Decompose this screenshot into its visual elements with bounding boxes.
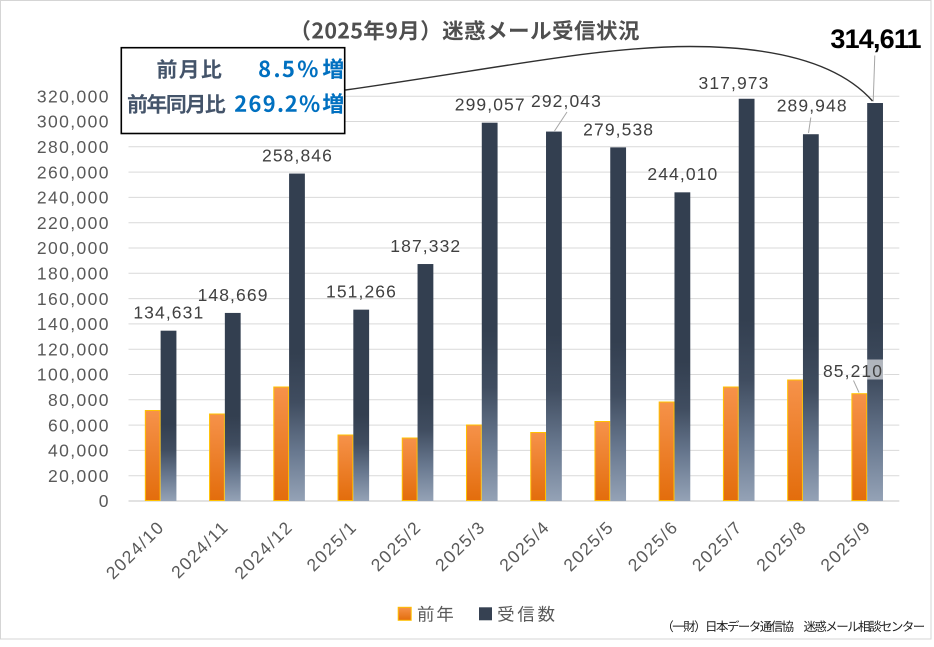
svg-text:187,332: 187,332: [390, 236, 461, 256]
svg-text:20,000: 20,000: [48, 466, 110, 486]
svg-text:300,000: 300,000: [37, 112, 110, 132]
svg-text:100,000: 100,000: [37, 365, 110, 385]
svg-text:180,000: 180,000: [37, 264, 110, 284]
svg-text:240,000: 240,000: [37, 188, 110, 208]
svg-text:60,000: 60,000: [48, 415, 110, 435]
svg-text:120,000: 120,000: [37, 339, 110, 359]
svg-text:151,266: 151,266: [326, 282, 397, 302]
svg-text:258,846: 258,846: [262, 146, 333, 166]
svg-text:85,210: 85,210: [823, 361, 883, 381]
svg-text:0: 0: [99, 491, 110, 511]
svg-text:292,043: 292,043: [531, 91, 602, 111]
svg-text:280,000: 280,000: [37, 137, 110, 157]
svg-text:134,631: 134,631: [133, 303, 204, 323]
svg-text:320,000: 320,000: [37, 86, 110, 106]
svg-text:148,669: 148,669: [198, 285, 269, 305]
svg-text:314,611: 314,611: [830, 24, 921, 54]
svg-text:200,000: 200,000: [37, 238, 110, 258]
svg-text:80,000: 80,000: [48, 390, 110, 410]
svg-text:279,538: 279,538: [583, 119, 654, 139]
svg-text:260,000: 260,000: [37, 162, 110, 182]
svg-text:40,000: 40,000: [48, 441, 110, 461]
svg-text:244,010: 244,010: [647, 164, 718, 184]
svg-text:160,000: 160,000: [37, 289, 110, 309]
svg-text:317,973: 317,973: [699, 73, 770, 93]
svg-text:289,948: 289,948: [777, 96, 848, 116]
svg-text:140,000: 140,000: [37, 314, 110, 334]
svg-text:220,000: 220,000: [37, 213, 110, 233]
svg-text:299,057: 299,057: [455, 95, 526, 115]
